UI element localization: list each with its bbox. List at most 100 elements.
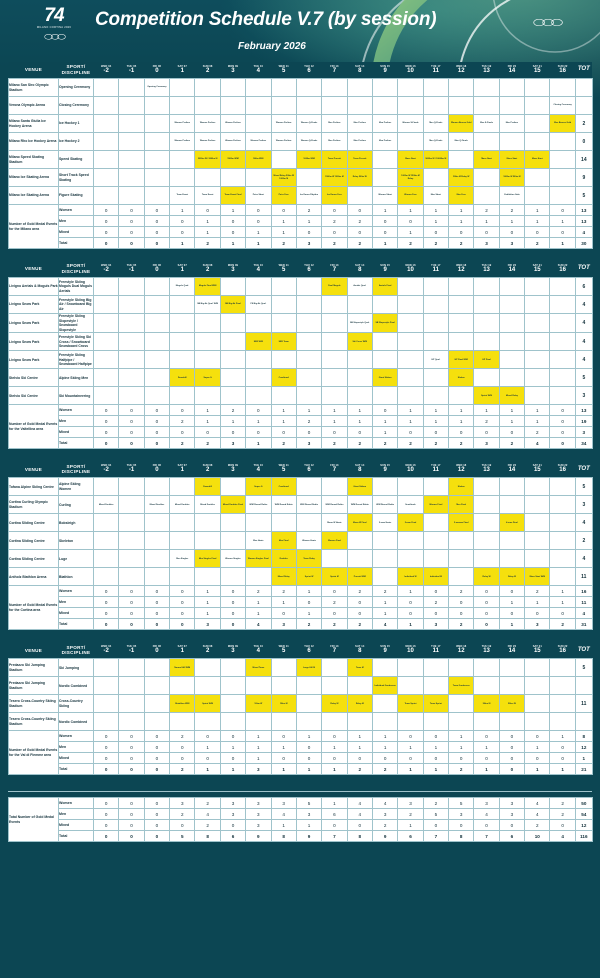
session-cell[interactable]: W/M Round Robin [346,495,373,515]
medal-event-cell[interactable]: Downhill [194,477,221,497]
session-cell[interactable]: Women S-Finals [397,114,424,133]
session-cell[interactable]: Men Short [422,186,450,205]
session-cell[interactable]: Men Singles [169,549,196,569]
medal-event-cell[interactable]: 1500m W 1000m M [321,168,348,187]
session-cell[interactable]: Semifinals [397,495,424,515]
session-cell[interactable]: Men Prelims [346,114,373,133]
medal-event-cell[interactable]: Super-G [194,368,221,388]
session-cell[interactable]: Moguls Qual. [169,277,196,296]
medal-event-cell[interactable]: Men Final [270,531,297,551]
session-cell[interactable]: Men Prelims [498,114,526,133]
medal-event-cell[interactable]: 500m M Relay W [448,168,475,187]
medal-event-cell[interactable]: Mass Start [397,150,424,169]
medal-event-cell[interactable]: SBX W/M [245,332,272,352]
medal-event-cell[interactable]: Sprint W/M [473,386,500,406]
medal-event-cell[interactable]: Team Sprint [397,694,424,714]
medal-event-cell[interactable]: Sprint W [295,567,323,587]
medal-event-cell[interactable]: Mass Start [498,150,526,169]
medal-event-cell[interactable]: Men Free [448,186,475,205]
session-cell[interactable]: Mono W Heats [321,513,348,533]
session-cell[interactable]: Mixed Doubles [169,495,196,515]
medal-event-cell[interactable]: Mass Start [473,150,500,169]
medal-event-cell[interactable]: Mixed Team [245,658,272,678]
session-cell[interactable]: W/M Round Robin [295,495,323,515]
session-cell[interactable]: Men Prelims [371,132,399,151]
medal-event-cell[interactable]: 3000m W / 5000m M [194,150,221,169]
medal-event-cell[interactable]: Mixed Relay 500m W 1000m M [270,168,297,187]
session-cell[interactable]: Pairs Short [245,186,272,205]
session-cell[interactable]: Men Prelims [346,132,373,151]
medal-event-cell[interactable]: Women Bronze Gold [448,114,475,133]
session-cell[interactable]: Women Q-Finals [295,132,323,151]
medal-event-cell[interactable]: SBX Team [270,332,297,352]
medal-event-cell[interactable]: Downhill [169,368,196,388]
session-cell[interactable]: Women Short [371,186,399,205]
session-cell[interactable]: W/M Round Robin [371,495,399,515]
medal-event-cell[interactable]: 10km M [270,694,297,714]
session-cell[interactable]: Men Q-Finals [448,132,475,151]
session-cell[interactable]: Women Heats [295,531,323,551]
medal-event-cell[interactable]: Individual W [397,567,424,587]
medal-event-cell[interactable]: Combined [270,368,297,388]
medal-event-cell[interactable]: 500m W/M [245,150,272,169]
medal-event-cell[interactable]: Relay M [346,694,373,714]
medal-event-cell[interactable]: 2-woman Final [448,513,475,533]
medal-event-cell[interactable]: Women Singles Final [245,549,272,569]
medal-event-cell[interactable]: Doubles [270,549,297,569]
session-cell[interactable]: Women Q-Finals [295,114,323,133]
medal-event-cell[interactable]: Team Relay [295,549,323,569]
session-cell[interactable]: Women Prelims [270,114,297,133]
medal-event-cell[interactable]: Sprint W/M [194,694,221,714]
session-cell[interactable]: Women Prelims [219,114,247,133]
session-cell[interactable]: Team Event [194,186,221,205]
medal-event-cell[interactable]: 10km W [245,694,272,714]
medal-event-cell[interactable]: Dual Moguls [321,277,348,296]
session-cell[interactable]: Closing Ceremony [549,96,576,115]
medal-event-cell[interactable]: 1000m W/M [295,150,323,169]
session-cell[interactable]: Women Prelims [169,132,196,151]
session-cell[interactable]: Men Heats [245,531,272,551]
medal-event-cell[interactable]: Mixed Relay [498,386,526,406]
session-cell[interactable]: Aerials Qual. [346,277,373,296]
session-cell[interactable]: 2-man Heats [371,513,399,533]
medal-event-cell[interactable]: Mixed Doubles Final [219,495,247,515]
medal-event-cell[interactable]: 1500m W/M [219,150,247,169]
medal-event-cell[interactable]: 50km M [473,694,500,714]
session-cell[interactable]: Mixed Doubles [143,495,171,515]
medal-event-cell[interactable]: Men Final [448,495,475,515]
session-cell[interactable]: SB Big Air Qual. W/M [194,295,221,314]
medal-event-cell[interactable]: 50km W [498,694,526,714]
medal-event-cell[interactable]: Relay M [498,567,526,587]
session-cell[interactable]: Men Q-Finals [422,132,450,151]
medal-event-cell[interactable]: Individual M [422,567,450,587]
session-cell[interactable]: Men Prelims [371,114,399,133]
session-cell[interactable]: Women Singles [219,549,247,569]
medal-event-cell[interactable]: 5000m W / 10000m M [422,150,450,169]
session-cell[interactable]: Women Prelims [270,132,297,151]
medal-event-cell[interactable]: Large Hill M [295,658,323,678]
medal-event-cell[interactable]: Sprint M [321,567,348,587]
medal-event-cell[interactable]: Team Sprint [422,694,450,714]
session-cell[interactable]: HP Qual. [422,350,450,370]
medal-event-cell[interactable]: Individual Gundersen [371,676,399,696]
medal-event-cell[interactable]: Team Event Final [219,186,247,205]
medal-event-cell[interactable]: Slalom [448,368,475,388]
medal-event-cell[interactable]: Mixed Relay [270,567,297,587]
medal-event-cell[interactable]: Slalom [448,477,475,497]
medal-event-cell[interactable]: SB Big Air Final [219,295,247,314]
medal-event-cell[interactable]: Mass Start W/M [524,567,551,587]
medal-event-cell[interactable]: Relay W [473,567,500,587]
session-cell[interactable]: FS Big Air Qual. [245,295,272,314]
medal-event-cell[interactable]: Relay 500m W [346,168,373,187]
medal-event-cell[interactable]: Aerials Final [371,277,399,296]
medal-event-cell[interactable]: Ice Dance Free [321,186,348,205]
medal-event-cell[interactable]: Women Final [321,531,348,551]
medal-event-cell[interactable]: Team Pursuit [321,150,348,169]
medal-event-cell[interactable]: Mono W Final [346,513,373,533]
session-cell[interactable]: SB Slopestyle Qual. [346,312,373,334]
session-cell[interactable]: Men Prelims [321,114,348,133]
session-cell[interactable]: W/M Round Robin [270,495,297,515]
medal-event-cell[interactable]: Women Free [397,186,424,205]
medal-event-cell[interactable]: 1000m W 1500m M Relay [397,168,424,187]
session-cell[interactable]: Women Prelims [194,114,221,133]
